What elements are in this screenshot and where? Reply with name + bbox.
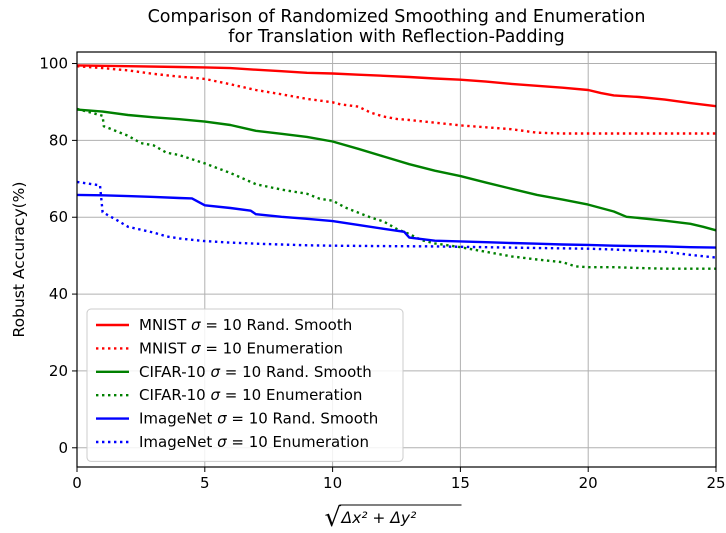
y-tick-label: 0 [58, 439, 68, 457]
title-line: for Translation with Reflection-Padding [228, 27, 564, 47]
legend-entry: MNIST σ = 10 Rand. Smooth [139, 316, 352, 334]
series-line [76, 193, 717, 249]
legend-box [86, 308, 404, 462]
y-tick-label: 60 [49, 208, 68, 226]
x-tick-label: 5 [200, 474, 210, 492]
x-axis-label-radical: √ [325, 503, 342, 533]
y-tick-label: 80 [49, 131, 68, 149]
series-lines [76, 64, 717, 270]
title-line: Comparison of Randomized Smoothing and E… [148, 7, 646, 27]
series-line [76, 64, 717, 108]
series-line [76, 108, 717, 232]
axis-labels: Robust Accuracy(%) √ Δx² + Δy² [10, 182, 462, 533]
y-tick-label: 40 [49, 285, 68, 303]
x-tick-label: 15 [451, 474, 470, 492]
legend-entry: CIFAR-10 σ = 10 Enumeration [139, 386, 362, 404]
x-tick-label: 10 [323, 474, 342, 492]
x-tick-label: 25 [706, 474, 725, 492]
x-axis-label-text: Δx² + Δy² [341, 509, 417, 527]
series-line [76, 180, 717, 259]
axis-ticks: 0 5 10 15 20 25 0 20 40 60 80 100 [39, 55, 725, 492]
legend: MNIST σ = 10 Rand. Smooth MNIST σ = 10 En… [86, 308, 404, 462]
chart-title: Comparison of Randomized Smoothing and E… [148, 7, 646, 47]
x-tick-label: 0 [72, 474, 82, 492]
y-tick-label: 100 [39, 55, 68, 73]
series-line [76, 107, 716, 270]
plot-frame [76, 51, 717, 468]
legend-entry: MNIST σ = 10 Enumeration [139, 339, 343, 357]
legend-entry: CIFAR-10 σ = 10 Rand. Smooth [139, 363, 372, 381]
legend-entry: ImageNet σ = 10 Enumeration [139, 433, 369, 451]
y-axis-label: Robust Accuracy(%) [10, 182, 28, 338]
legend-entry: ImageNet σ = 10 Rand. Smooth [139, 410, 378, 428]
x-tick-label: 20 [579, 474, 598, 492]
y-tick-label: 20 [49, 362, 68, 380]
x-axis-label: √ Δx² + Δy² [325, 503, 462, 533]
